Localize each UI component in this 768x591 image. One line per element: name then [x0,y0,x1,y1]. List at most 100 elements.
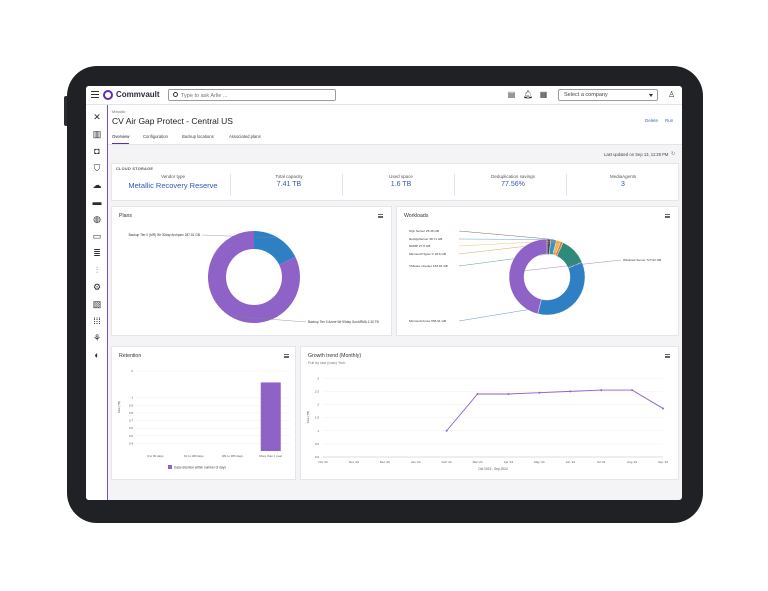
workloads-slice-label: Microsoft Azure 556.91 GB [409,319,446,323]
tab-configuration[interactable]: Configuration [143,134,168,139]
workloads-slice [508,238,548,315]
workflow-icon[interactable]: ⚘ [92,333,102,343]
divider [566,174,567,196]
commvault-logo-icon [103,90,113,100]
card-menu-icon[interactable] [378,214,383,218]
growth-y-tick: 2.5 [315,389,320,393]
user-icon[interactable]: ♙ [668,90,676,99]
gear-icon[interactable]: ⚙ [92,282,102,292]
metric-used-space: Used space 1.6 TB [346,174,456,198]
reports-icon[interactable]: ◍ [93,214,101,224]
retention-legend-swatch [168,465,172,469]
growth-line-chart: 0.0 0.5 1 1.5 2 2.5 3 Size (TB) Oct '23 Nov '23 De… [306,376,668,471]
tab-overview[interactable]: Overview [112,133,130,144]
growth-y-tick: 1.5 [315,416,320,420]
growth-data-point [507,393,510,395]
page-title: CV Air Gap Protect - Central US [112,116,233,126]
growth-trend-subtitle: Full by last (max) %ch [308,361,346,365]
document-icon[interactable]: ▧ [92,299,102,309]
storage-icon[interactable]: ≣ [93,248,101,258]
card-menu-icon[interactable] [665,354,670,358]
guided-setup-icon[interactable]: ✕ [93,112,101,122]
metric-label: Vendor type [160,174,186,179]
metric-value: 3 [621,181,625,188]
growth-x-tick: Jul '24 [597,460,606,464]
search-box[interactable] [168,89,336,101]
growth-x-tick: Nov '23 [349,460,359,464]
workloads-leader-line [509,259,622,273]
menu-icon[interactable] [91,91,99,99]
sliders-icon[interactable]: ⫶ [95,265,99,275]
growth-x-tick: Dec '23 [380,460,390,464]
retention-y-tick: 0.4 [129,441,134,445]
growth-y-tick: 0.0 [315,455,320,459]
shield-icon[interactable]: ⛉ [93,163,101,173]
metric-value: 1.6 TB [390,181,412,188]
protect-icon[interactable]: ◘ [94,146,100,156]
retention-card: Retention 0.4 0.5 0.6 0.7 0.8 0.9 1 2 Size (TB) 0… [111,346,296,480]
metric-value: Metallic Recovery Reserve [128,181,218,190]
metric-media-agents: MediaAgents 3 [570,174,676,198]
growth-y-tick: 2 [317,403,319,407]
workloads-card-title: Workloads [404,213,429,219]
growth-trend-card: Growth trend (Monthly) Full by last (max… [300,346,679,480]
cloud-storage-summary: CLOUD STORAGE Vendor type Metallic Recov… [111,163,679,201]
company-select[interactable]: Select a company [558,89,658,101]
retention-y-axis-label: Size (TB) [117,401,121,414]
card-menu-icon[interactable] [284,354,289,358]
growth-x-tick: May '24 [534,460,545,464]
retention-y-tick: 0.5 [129,434,134,438]
growth-series-line [446,389,664,432]
retention-y-tick: 0.6 [129,426,134,430]
card-menu-icon[interactable] [665,214,670,218]
growth-trend-card-title: Growth trend (Monthly) [308,353,362,359]
metric-label: Used space [389,174,413,179]
monitor-icon[interactable]: ▭ [92,231,102,241]
plans-slice-label: Backup Tier 0 Azure Wr 90day GovARMA 1.3… [308,320,379,324]
last-updated-text: Last updated on Sep 13, 11:28 PM [604,152,669,157]
refresh-icon[interactable]: ↻ [671,151,676,157]
retention-x-tick: More than 1 year [259,454,282,458]
tablet-side-button [64,96,68,126]
retention-y-tick: 0.8 [129,411,134,415]
tab-backup-locations[interactable]: Backup locations [182,134,214,139]
growth-data-point [538,391,541,394]
reports-icon[interactable]: ▤ [507,90,516,99]
tab-associated-plans[interactable]: Associated plans [229,134,261,139]
retention-card-title: Retention [119,353,142,359]
search-input[interactable] [181,91,331,100]
delete-button[interactable]: Delete [645,118,659,123]
breadcrumb[interactable]: Metallic [112,109,126,114]
retention-y-tick: 1 [131,396,133,400]
run-button[interactable]: Run [665,118,674,123]
metric-label: MediaAgents [609,174,637,179]
workloads-leader-line [458,238,554,240]
growth-y-tick: 3 [317,376,319,380]
dashboard-icon[interactable]: ▥ [92,129,102,139]
retention-x-tick: 0 to 90 days [147,454,164,458]
growth-x-tick: Oct '23 [318,460,328,464]
grid-view-icon[interactable]: ▦ [539,90,548,99]
growth-x-tick: Apr '24 [504,460,514,464]
metric-label: Deduplication savings [491,174,535,179]
growth-x-tick: Feb '24 [442,460,452,464]
retention-y-tick: 2 [131,369,133,373]
apps-grid-icon[interactable]: ⁞⁞⁞ [93,316,101,326]
divider [230,174,231,196]
growth-data-point [662,407,664,410]
retention-legend-label: Data retention within number of days [174,466,226,470]
metric-label: Total capacity [275,174,303,179]
growth-y-tick: 1 [317,429,319,433]
cloud-icon[interactable]: ☁ [92,180,102,190]
bell-icon[interactable]: 🔔︎ [523,90,534,99]
workloads-leader-line [458,230,549,240]
workloads-leader-line [458,301,576,322]
commvault-icon[interactable]: ◐ [94,350,100,360]
growth-x-axis-label: Oct 2023 - Sep 2024 [478,467,508,471]
plans-leader-line [229,315,307,323]
plans-donut-chart: Backup Tier 0 (MR) Wr 30day Archpsrv 287… [129,231,379,324]
retention-y-tick: 0.9 [129,403,134,407]
jobs-icon[interactable]: ▬ [92,197,102,207]
divider [454,174,455,196]
app-name: Commvault [116,90,160,99]
